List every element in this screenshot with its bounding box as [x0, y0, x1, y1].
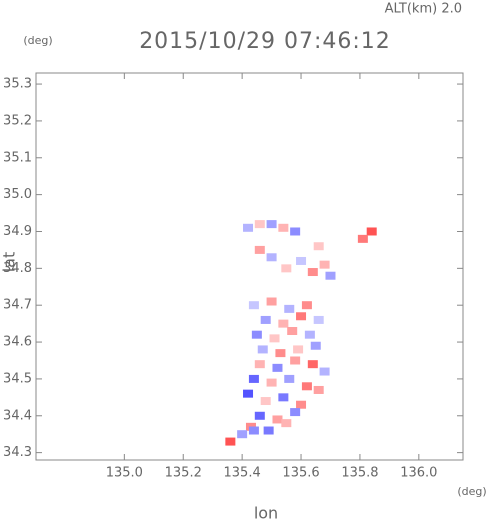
- data-cell: [272, 363, 283, 372]
- data-cell: [269, 334, 280, 343]
- y-tick-label: 34.6: [3, 335, 32, 350]
- altitude-label: ALT(km) 2.0: [385, 2, 462, 17]
- x-tick-label: 136.0: [400, 466, 437, 481]
- data-cell: [313, 385, 324, 394]
- data-cell: [254, 411, 265, 420]
- data-cell: [296, 256, 307, 265]
- data-cell: [281, 264, 292, 273]
- y-tick-label: 34.5: [3, 371, 32, 386]
- data-cell: [313, 315, 324, 324]
- data-cell: [304, 330, 315, 339]
- x-tick-label: 135.8: [341, 466, 378, 481]
- data-cell: [254, 245, 265, 254]
- data-cell: [287, 327, 298, 335]
- data-cell: [248, 374, 259, 383]
- data-cell: [284, 304, 295, 313]
- plot-frame: [35, 72, 464, 461]
- data-cell: [266, 297, 277, 306]
- data-cell: [237, 430, 248, 439]
- data-cell: [290, 227, 301, 236]
- data-cell: [313, 242, 324, 251]
- data-cell: [243, 389, 254, 398]
- data-cell: [251, 330, 262, 339]
- y-tick-label: 34.7: [3, 298, 32, 313]
- y-tick-label: 35.0: [3, 187, 32, 202]
- x-axis-label: lon: [254, 504, 278, 521]
- data-cell: [310, 341, 321, 350]
- x-tick-label: 135.0: [106, 466, 143, 481]
- data-cell: [272, 415, 283, 424]
- data-cell: [278, 393, 289, 402]
- y-unit: (deg): [23, 34, 52, 47]
- data-cell: [260, 397, 271, 406]
- data-cell: [278, 319, 289, 328]
- data-cell: [266, 220, 277, 229]
- data-cell: [307, 268, 318, 277]
- data-cell: [281, 419, 292, 428]
- x-tick-label: 135.4: [224, 466, 261, 481]
- data-cell: [325, 271, 336, 280]
- data-cell: [307, 360, 318, 369]
- data-cell: [296, 400, 307, 409]
- y-axis-label: lat: [0, 252, 19, 273]
- x-tick-label: 135.6: [282, 466, 319, 481]
- data-cell: [284, 374, 295, 383]
- data-cell: [296, 312, 307, 321]
- y-tick-label: 35.2: [3, 113, 32, 128]
- y-tick-label: 34.4: [3, 408, 32, 423]
- data-cell: [366, 227, 377, 236]
- y-tick-label: 34.8: [3, 261, 32, 276]
- y-tick-label: 34.9: [3, 224, 32, 239]
- y-tick-label: 34.3: [3, 445, 32, 460]
- y-tick-label: 35.3: [3, 77, 32, 92]
- data-cell: [275, 349, 286, 358]
- chart-title: 2015/10/29 07:46:12: [139, 29, 391, 54]
- data-cell: [254, 360, 265, 369]
- data-cell: [257, 345, 268, 354]
- y-tick-label: 35.1: [3, 150, 32, 165]
- x-unit: (deg): [457, 485, 486, 498]
- x-tick-label: 135.2: [165, 466, 202, 481]
- data-cell: [248, 426, 259, 435]
- data-cell: [260, 315, 271, 324]
- data-cell: [243, 223, 254, 232]
- data-cell: [266, 253, 277, 262]
- data-cell: [357, 234, 368, 243]
- data-cell: [290, 408, 301, 417]
- data-cell: [319, 367, 330, 376]
- data-cell: [301, 301, 312, 310]
- data-cell: [248, 301, 259, 310]
- data-cell: [290, 356, 301, 365]
- data-cell: [293, 345, 304, 354]
- data-cell: [263, 426, 274, 435]
- data-cell: [301, 382, 312, 391]
- data-cell: [319, 260, 330, 269]
- data-cell: [278, 223, 289, 232]
- data-cell: [254, 220, 265, 229]
- data-cell: [225, 437, 236, 446]
- data-cell: [266, 378, 277, 387]
